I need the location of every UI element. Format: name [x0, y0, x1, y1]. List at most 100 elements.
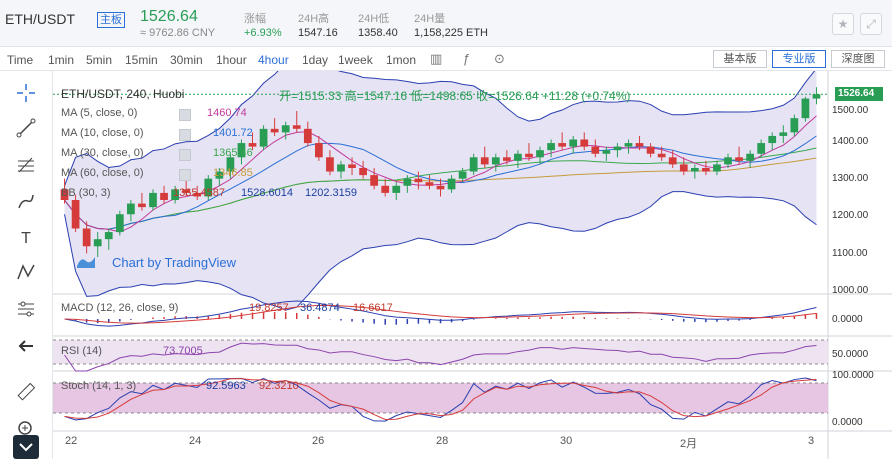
candle-body	[314, 143, 323, 158]
candle-body	[215, 171, 224, 179]
x-tick-22: 22	[65, 435, 78, 447]
bb-upper-value: 1528.6014	[241, 187, 293, 199]
candle-body	[558, 143, 567, 147]
ma30-value: 1365.46	[213, 147, 253, 159]
ma10-label: MA (10, close, 0)	[61, 127, 144, 139]
interval-1week[interactable]: 1week	[338, 53, 373, 67]
depth-view-button[interactable]: 深度图	[831, 50, 885, 68]
ma60-settings-icon[interactable]	[179, 169, 191, 181]
ma5-label: MA (5, close, 0)	[61, 107, 138, 119]
y-tick-1300: 1300.00	[832, 173, 869, 184]
y-tick-1500: 1500.00	[832, 105, 869, 116]
candle-body	[337, 164, 345, 172]
chart-area[interactable]: ETH/USDT, 240, Huobi 开=1515.33 高=1547.16…	[53, 54, 892, 459]
stoch-d-line	[64, 378, 817, 420]
price-chart[interactable]	[53, 54, 892, 459]
macd-line	[64, 300, 817, 327]
fib-icon[interactable]	[14, 155, 38, 179]
ma5-settings-icon[interactable]	[179, 109, 191, 121]
candle-body	[392, 185, 401, 193]
candle-type-icon[interactable]: ▥	[430, 51, 443, 66]
stoch-band	[53, 383, 828, 413]
screenshot-icon[interactable]: ⊙	[494, 51, 505, 66]
candle-body	[93, 239, 102, 247]
last-price: 1526.64	[140, 8, 198, 25]
pair-title[interactable]: ETH/USDT	[5, 11, 75, 27]
rsi-line	[64, 342, 817, 372]
candle-body	[259, 128, 268, 147]
fullscreen-icon[interactable]: ⤢	[860, 13, 882, 35]
candle-body	[646, 146, 655, 154]
candle-body	[768, 135, 777, 144]
change-value: +6.93%	[244, 27, 282, 39]
ma5-value: 1460.74	[207, 107, 247, 119]
stoch-tick-100: 100.0000	[832, 370, 874, 381]
interval-1day[interactable]: 1day	[302, 53, 329, 67]
brush-icon[interactable]	[14, 191, 38, 215]
pro-view-button[interactable]: 专业版	[772, 50, 826, 68]
change-label: 涨幅	[244, 13, 266, 25]
ruler-icon[interactable]	[14, 381, 38, 405]
candle-body	[292, 125, 301, 129]
candle-body	[381, 185, 390, 193]
volume-value: 1,158,225 ETH	[414, 27, 488, 39]
x-tick-feb: 2月	[680, 438, 698, 450]
bollinger-lower-line	[64, 191, 817, 311]
candle-body	[757, 143, 766, 154]
candle-body	[281, 125, 290, 133]
candle-body	[403, 178, 412, 186]
interval-1min[interactable]: 1min	[48, 53, 75, 67]
interval-30min[interactable]: 30min	[170, 53, 203, 67]
candle-body	[613, 146, 622, 151]
candle-body	[657, 153, 666, 158]
macd-hist-value: 19.8257	[249, 302, 289, 314]
market-header: ETH/USDT 主板 1526.64 ≈ 9762.86 CNY 涨幅 +6.…	[0, 0, 892, 47]
interval-1mon[interactable]: 1mon	[386, 53, 417, 67]
ma10-settings-icon[interactable]	[179, 129, 191, 141]
candle-body	[104, 232, 113, 240]
candle-body	[525, 153, 533, 158]
candle-body	[469, 157, 478, 172]
interval-5min[interactable]: 5min	[86, 53, 113, 67]
candle-body	[514, 153, 522, 161]
last-price-tag: 1526.64	[835, 87, 883, 101]
y-tick-1000: 1000.00	[832, 285, 869, 296]
pattern-icon[interactable]	[14, 262, 38, 286]
back-arrow-icon[interactable]	[14, 336, 38, 360]
candle-body	[591, 146, 600, 154]
time-label: Time	[7, 53, 34, 67]
crosshair-icon[interactable]	[14, 83, 38, 107]
macd-signal-line	[64, 304, 817, 324]
candle-body	[248, 143, 257, 147]
indicator-icon[interactable]: ƒ	[463, 51, 471, 66]
star-icon[interactable]: ★	[832, 13, 854, 35]
interval-15min[interactable]: 15min	[125, 53, 158, 67]
candle-body	[547, 143, 555, 151]
trendline-icon[interactable]	[14, 118, 38, 142]
y-tick-1400: 1400.00	[832, 136, 869, 147]
candle-body	[746, 153, 754, 161]
candle-body	[635, 143, 644, 147]
ma60-label: MA (60, close, 0)	[61, 167, 144, 179]
candle-body	[436, 185, 445, 190]
stoch-d-value: 92.3210	[259, 380, 299, 392]
candle-body	[536, 150, 544, 158]
candle-body	[149, 192, 157, 208]
basic-view-button[interactable]: 基本版	[713, 50, 767, 68]
candle-body	[171, 189, 179, 201]
candle-body	[491, 157, 500, 165]
collapse-tools-button[interactable]	[13, 435, 39, 459]
candle-body	[138, 203, 146, 208]
interval-4hour[interactable]: 4hour	[258, 53, 289, 67]
measure-icon[interactable]	[14, 299, 38, 323]
candle-body	[447, 178, 456, 190]
zoom-in-icon[interactable]	[14, 419, 38, 443]
candle-body	[193, 192, 202, 197]
candle-body	[425, 182, 434, 186]
text-icon[interactable]: T	[21, 230, 31, 247]
candle-body	[624, 143, 633, 147]
tradingview-watermark: Chart by TradingView	[112, 255, 237, 270]
interval-1hour[interactable]: 1hour	[216, 53, 247, 67]
candle-body	[602, 150, 611, 154]
ma30-settings-icon[interactable]	[179, 149, 191, 161]
